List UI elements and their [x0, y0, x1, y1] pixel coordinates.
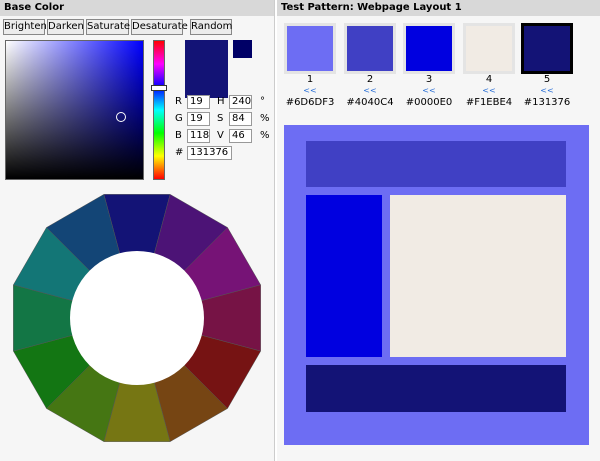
swatch[interactable] [521, 23, 573, 74]
field-label: B [175, 130, 182, 141]
field-input[interactable]: 19 [187, 112, 210, 126]
field-unit: % [260, 113, 270, 124]
picker-marker[interactable] [116, 112, 126, 122]
left-title: Base Color [0, 0, 274, 16]
preview-content [390, 195, 566, 357]
swatch-number: 4 [485, 74, 493, 85]
button[interactable]: Darken [47, 19, 84, 35]
swatch-number: 3 [425, 74, 433, 85]
previous-color [233, 40, 252, 58]
swatch-hex: #6D6DF3 [285, 97, 335, 108]
field-input[interactable]: 118 [187, 129, 210, 143]
field-label: S [217, 113, 224, 124]
swatch[interactable] [284, 23, 336, 74]
field-input[interactable]: 240 [229, 95, 252, 109]
hue-slider[interactable] [153, 40, 165, 180]
preview-footer [306, 365, 566, 412]
swatch-hex: #F1EBE4 [465, 97, 513, 108]
swatch-hex: #0000E0 [405, 97, 453, 108]
swatch-hex: #131376 [523, 97, 571, 108]
field-input[interactable]: 19 [187, 95, 210, 109]
swatch[interactable] [344, 23, 396, 74]
swatch-number: 2 [366, 74, 374, 85]
preview-header [306, 141, 566, 187]
field-label: V [217, 130, 224, 141]
field-label: G [175, 113, 183, 124]
field-label: R [175, 96, 182, 107]
hex-label: # [175, 147, 184, 158]
button[interactable]: Brighten [3, 19, 47, 35]
field-label: H [217, 96, 225, 107]
swatch-number: 5 [543, 74, 551, 85]
swatch[interactable] [403, 23, 455, 74]
button[interactable]: Saturate [86, 19, 130, 35]
wheel-center [70, 251, 204, 385]
button[interactable]: Desaturate [131, 19, 188, 35]
button[interactable]: Random [190, 19, 232, 35]
swatch-link[interactable]: << [540, 86, 554, 95]
hex-input[interactable]: 131376 [187, 146, 232, 160]
preview-sidebar [306, 195, 382, 357]
swatch-number: 1 [306, 74, 314, 85]
saturation-square[interactable] [5, 40, 144, 180]
field-unit: % [260, 130, 270, 141]
swatch-hex: #4040C4 [346, 97, 394, 108]
field-input[interactable]: 46 [229, 129, 252, 143]
swatch-link[interactable]: << [482, 86, 496, 95]
swatch-link[interactable]: << [363, 86, 377, 95]
swatch-link[interactable]: << [422, 86, 436, 95]
field-unit: ° [260, 96, 265, 107]
swatch[interactable] [463, 23, 515, 74]
right-title: Test Pattern: Webpage Layout 1 [277, 0, 600, 16]
field-input[interactable]: 84 [229, 112, 252, 126]
hue-handle[interactable] [151, 85, 167, 91]
swatch-link[interactable]: << [303, 86, 317, 95]
color-wheel[interactable] [0, 185, 274, 455]
current-color [185, 40, 228, 98]
layout-preview [284, 125, 589, 445]
